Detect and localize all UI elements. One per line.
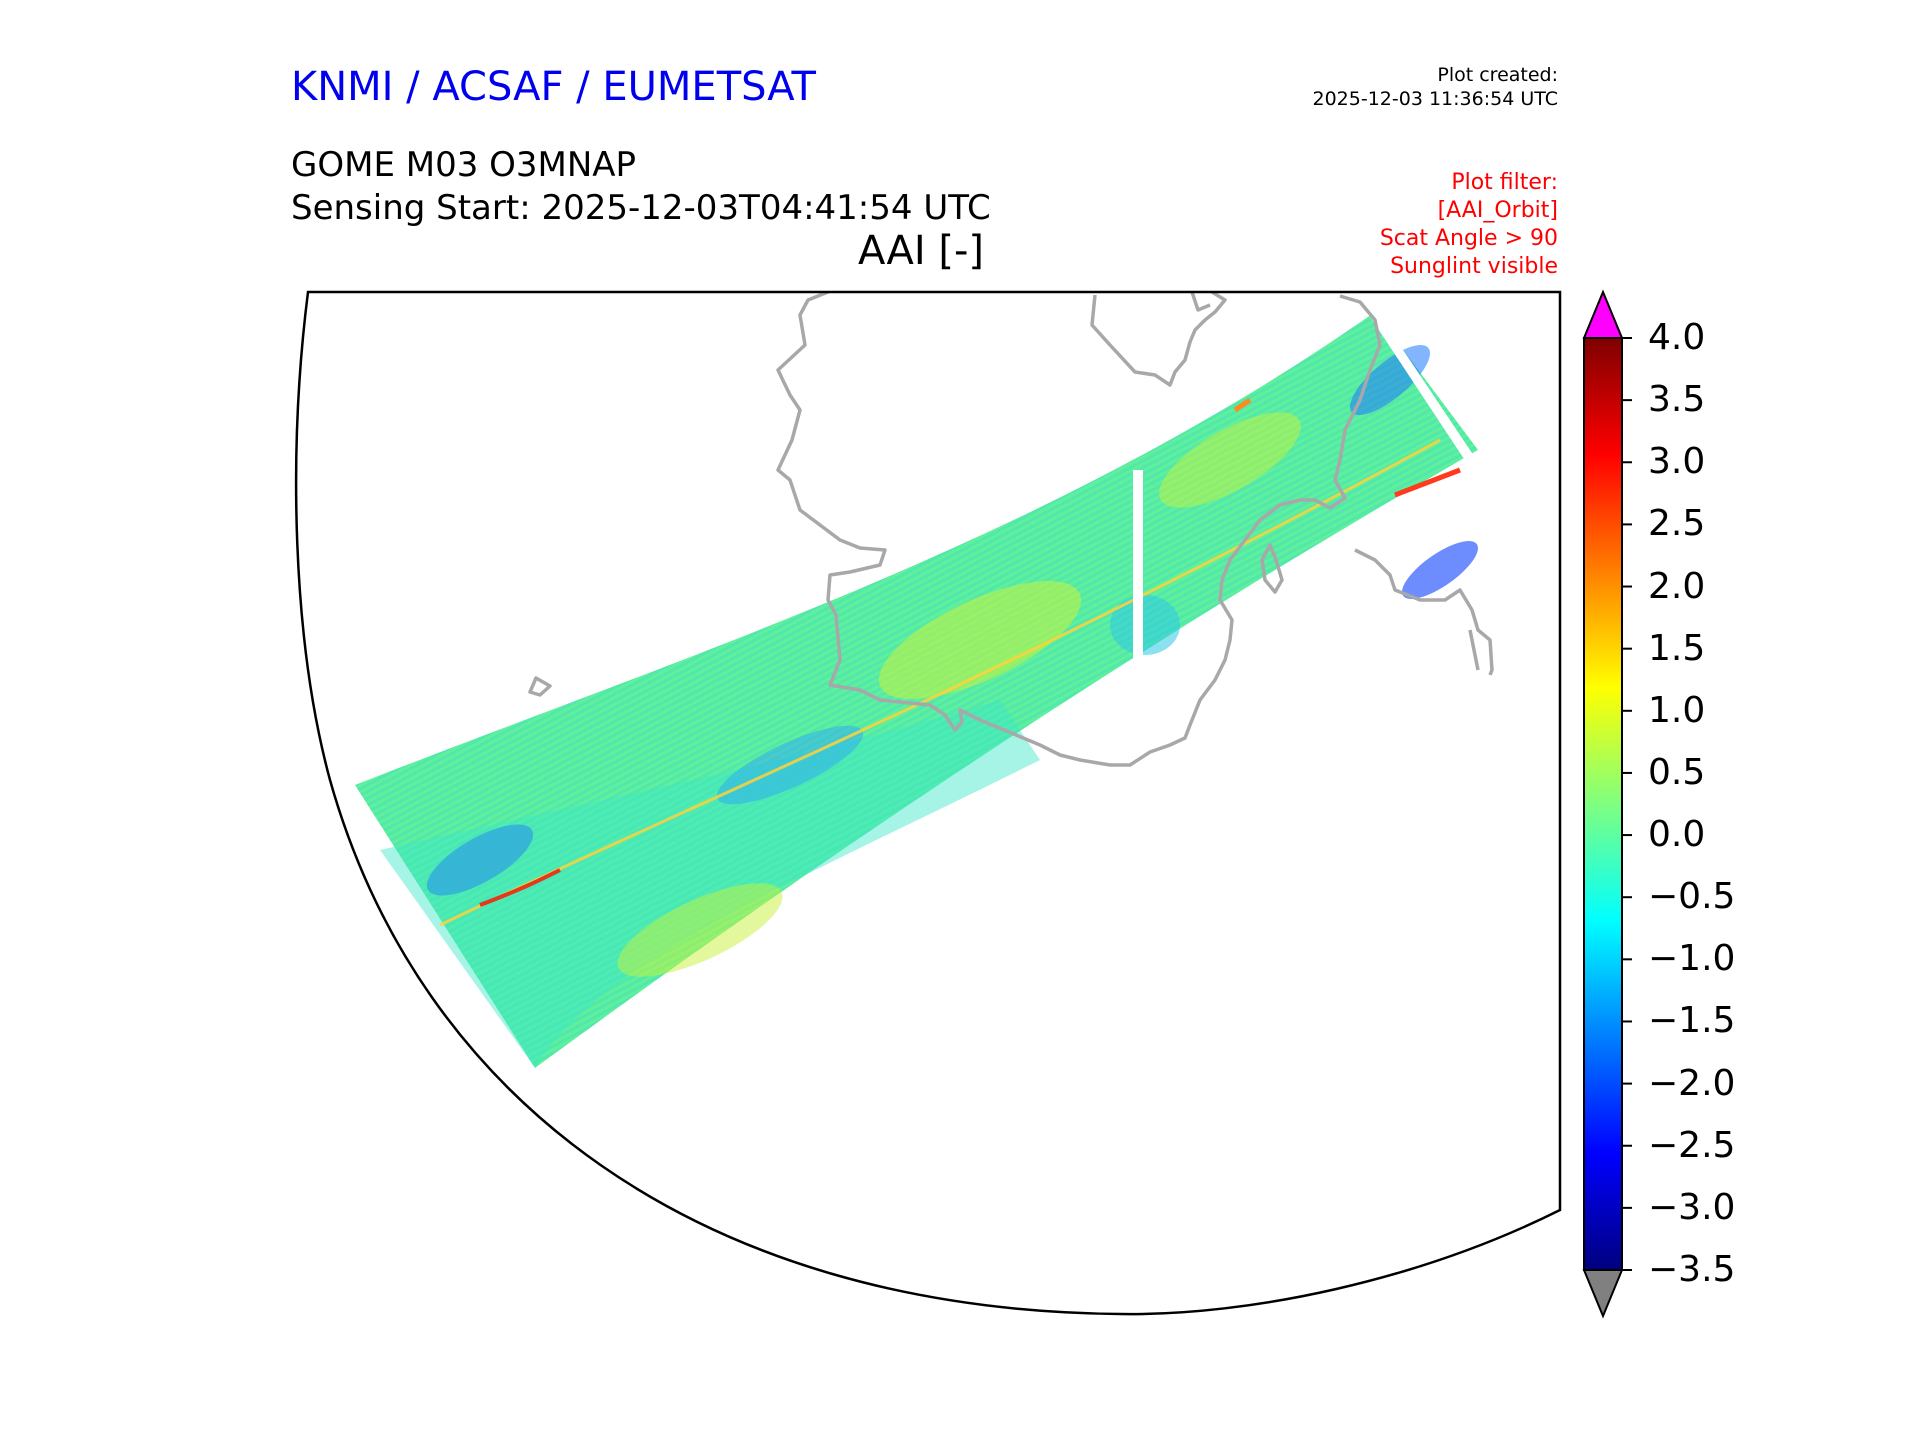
colorbar-tick-label: −2.5 [1648, 1124, 1736, 1166]
swath-patch [1402, 541, 1478, 599]
colorbar-tick-label: −1.0 [1648, 938, 1736, 980]
colorbar-tick-label: 2.0 [1648, 565, 1706, 607]
coastline [1468, 629, 1480, 671]
colorbar-tick-label: −0.5 [1648, 876, 1736, 918]
colorbar-tick-label: −3.0 [1648, 1186, 1736, 1228]
colorbar-tick-label: 3.0 [1648, 441, 1706, 483]
colorbar-tick-label: −1.5 [1648, 1000, 1736, 1042]
swath-gap [1133, 470, 1143, 775]
map-boundary [294, 290, 1562, 1316]
aai-swath [355, 308, 1478, 1068]
colorbar-tick-label: 0.0 [1648, 814, 1706, 856]
colorbar [1582, 289, 1632, 1319]
colorbar-tick-label: 0.5 [1648, 751, 1706, 793]
plot-created-label: Plot created: [1437, 64, 1558, 86]
plot-filter-line: Scat Angle > 90 [1379, 226, 1558, 251]
swath-patch [1110, 595, 1180, 655]
variable-title: AAI [-] [858, 228, 984, 274]
swath-patch [1159, 412, 1301, 508]
colorbar-tick-label: 1.0 [1648, 689, 1706, 731]
colorbar-over-triangle [1582, 289, 1624, 339]
swath-edge-strip [380, 700, 1040, 1068]
swath-gap [1367, 308, 1478, 468]
sensing-start: Sensing Start: 2025-12-03T04:41:54 UTC [291, 188, 991, 228]
coastline [776, 292, 1382, 767]
plot-created-time: 2025-12-03 11:36:54 UTC [1312, 88, 1559, 110]
coastline [1354, 548, 1494, 676]
coastline [528, 676, 552, 697]
colorbar-tick-label: 2.5 [1648, 503, 1706, 545]
swath-patch [426, 824, 534, 896]
swath-streak [479, 868, 561, 907]
colorbar-tick-label: 4.0 [1648, 317, 1706, 358]
product-title: GOME M03 O3MNAP [291, 145, 637, 185]
plot-filter-line: [AAI_Orbit] [1437, 198, 1558, 223]
coastline [1090, 292, 1227, 387]
colorbar-tick-label: 3.5 [1648, 379, 1706, 421]
colorbar-body [1583, 337, 1623, 1271]
coastlines [528, 292, 1494, 767]
swath-patch [878, 581, 1082, 699]
swath-streak [1394, 467, 1461, 498]
colorbar-tick-label: −2.0 [1648, 1062, 1736, 1104]
swath-streak [1233, 397, 1252, 413]
coastline [1190, 292, 1211, 312]
plot-filter-line: Sunglint visible [1390, 254, 1558, 279]
colorbar-tick-label: 1.5 [1648, 627, 1706, 669]
coastline [1260, 543, 1284, 594]
organization-title: KNMI / ACSAF / EUMETSAT [291, 64, 816, 110]
plot-filter-line: Plot filter: [1451, 170, 1558, 195]
colorbar-under-triangle [1582, 1269, 1624, 1319]
colorbar-tick-label: −3.5 [1648, 1249, 1736, 1290]
swath-patch [617, 883, 783, 977]
